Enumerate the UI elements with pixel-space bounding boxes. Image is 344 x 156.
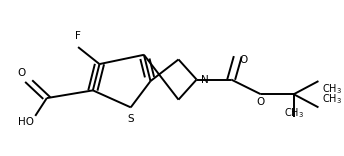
Text: F: F [75,31,81,41]
Text: S: S [127,114,134,124]
Text: N: N [201,75,208,85]
Text: CH$_3$: CH$_3$ [284,106,304,120]
Text: O: O [17,68,25,78]
Text: O: O [257,97,265,107]
Text: HO: HO [18,117,34,127]
Text: CH$_3$: CH$_3$ [322,83,342,96]
Text: CH$_3$: CH$_3$ [322,92,342,106]
Text: O: O [239,55,248,65]
